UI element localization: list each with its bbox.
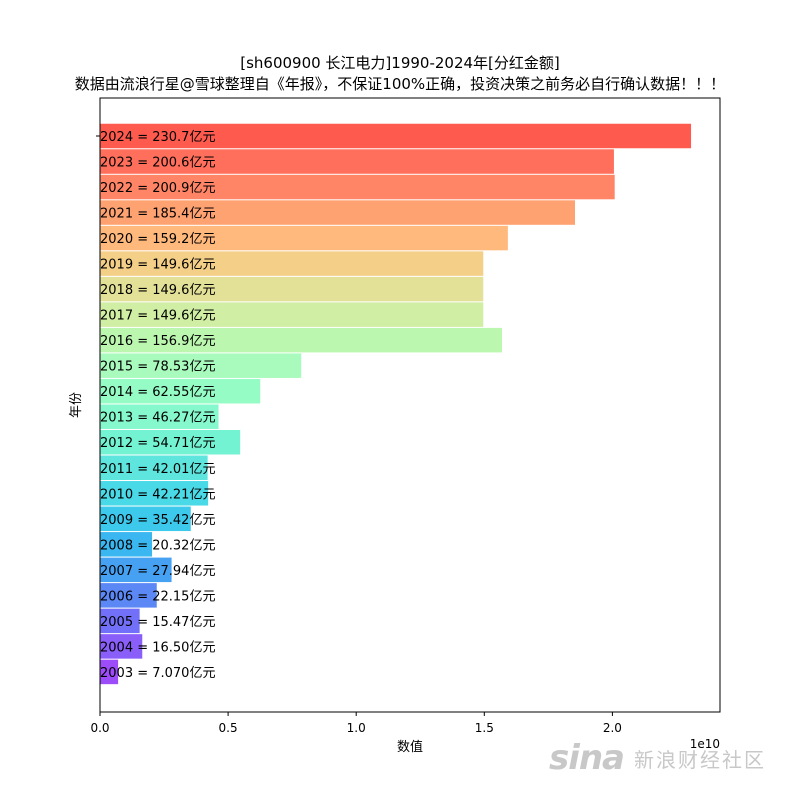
bar-2005: [100, 608, 140, 634]
bar-label-2015: 2015 = 78.53亿元: [100, 360, 215, 375]
bar-2014: [100, 378, 261, 404]
y-axis-label: 年份: [69, 392, 84, 418]
bar-2010: [100, 481, 209, 506]
bar-2023: [100, 149, 614, 174]
bar-label-2010: 2010 = 42.21亿元: [100, 487, 215, 502]
watermark-text: 新浪财经社区: [634, 747, 766, 772]
bar-label-2023: 2023 = 200.6亿元: [100, 156, 215, 171]
bar-label-2005: 2005 = 15.47亿元: [100, 615, 215, 630]
data-labels-layer: 2024 = 230.7亿元 2023 = 200.6亿元 2022 = 200.9…: [100, 130, 215, 681]
bars-layer: [100, 123, 692, 685]
bar-2016: [100, 327, 502, 353]
chart-title: [sh600900 长江电力]1990-2024年[分红金额]: [240, 54, 560, 72]
bar-label-2022: 2022 = 200.9亿元: [100, 181, 215, 196]
x-tick-label-1: 0.5: [219, 721, 238, 735]
bar-2003: [100, 659, 119, 685]
x-axis-ticks: 0.0 0.5 1.0 1.5 2.0: [90, 712, 622, 735]
bar-label-2020: 2020 = 159.2亿元: [100, 232, 215, 247]
bar-2024: [100, 123, 692, 149]
bar-label-2012: 2012 = 54.71亿元: [100, 436, 215, 451]
x-axis-label: 数值: [397, 739, 423, 755]
bar-2020: [100, 225, 508, 251]
bar-2018: [100, 276, 484, 302]
bar-label-2018: 2018 = 149.6亿元: [100, 283, 215, 298]
bar-2017: [100, 302, 484, 327]
bar-label-2007: 2007 = 27.94亿元: [100, 564, 215, 579]
bar-label-2024: 2024 = 230.7亿元: [100, 130, 215, 145]
bar-2006: [100, 583, 157, 608]
bar-label-2006: 2006 = 22.15亿元: [100, 589, 215, 604]
x-tick-label-0: 0.0: [90, 721, 109, 735]
x-tick-label-2: 1.0: [347, 721, 366, 735]
sina-logo-icon: sina: [548, 738, 625, 778]
chart-subtitle: 数据由流浪行星@雪球整理自《年报》，不保证100%正确，投资决策之前务必自行确认…: [74, 75, 726, 93]
bar-2007: [100, 557, 172, 583]
bar-2015: [100, 353, 302, 378]
bar-label-2008: 2008 = 20.32亿元: [100, 538, 215, 553]
x-tick-label-4: 2.0: [603, 721, 622, 735]
bar-2022: [100, 174, 615, 200]
bar-label-2004: 2004 = 16.50亿元: [100, 640, 215, 655]
x-tick-label-3: 1.5: [475, 721, 494, 735]
bar-2021: [100, 200, 575, 225]
bar-label-2009: 2009 = 35.42亿元: [100, 513, 215, 528]
bar-2019: [100, 251, 484, 276]
bar-label-2021: 2021 = 185.4亿元: [100, 207, 215, 222]
bar-label-2019: 2019 = 149.6亿元: [100, 258, 215, 273]
bar-label-2013: 2013 = 46.27亿元: [100, 411, 215, 426]
sina-watermark: sina 新浪财经社区: [549, 738, 766, 778]
bar-2011: [100, 455, 208, 481]
bar-label-2016: 2016 = 156.9亿元: [100, 334, 215, 349]
bar-label-2011: 2011 = 42.01亿元: [100, 462, 215, 477]
bar-label-2003: 2003 = 7.070亿元: [100, 666, 215, 681]
bar-2009: [100, 506, 191, 532]
bar-2008: [100, 532, 153, 557]
bar-label-2014: 2014 = 62.55亿元: [100, 385, 215, 400]
bar-2012: [100, 429, 241, 455]
bar-2004: [100, 634, 143, 659]
plot-frame: [99, 97, 721, 713]
x-axis-offset-label: 1e10: [690, 737, 720, 751]
bar-2013: [100, 404, 219, 429]
bar-label-2017: 2017 = 149.6亿元: [100, 309, 215, 324]
